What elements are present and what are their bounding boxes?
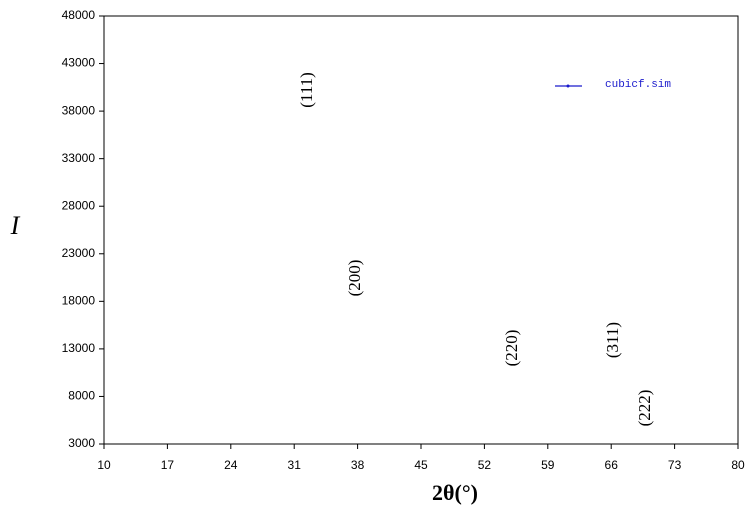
peak-annotation: (200) <box>345 260 364 297</box>
x-tick-label: 17 <box>161 458 175 472</box>
y-tick-label: 18000 <box>62 294 96 308</box>
legend-label: cubicf.sim <box>605 79 671 91</box>
y-tick-label: 8000 <box>68 389 95 403</box>
x-tick-label: 24 <box>224 458 238 472</box>
y-tick-label: 23000 <box>62 246 96 260</box>
peak-annotation: (311) <box>603 322 622 358</box>
x-tick-label: 59 <box>541 458 555 472</box>
peak-annotation: (111) <box>297 72 316 108</box>
y-tick-label: 38000 <box>62 103 96 117</box>
y-tick-label: 43000 <box>62 56 96 70</box>
y-tick-label: 13000 <box>62 341 96 355</box>
x-tick-label: 73 <box>668 458 682 472</box>
x-tick-label: 31 <box>288 458 302 472</box>
y-axis-label: I <box>10 211 21 240</box>
peak-annotation: (222) <box>635 390 654 427</box>
legend-marker <box>566 84 570 88</box>
x-tick-label: 52 <box>478 458 492 472</box>
peak-annotation: (220) <box>502 330 521 367</box>
x-tick-label: 80 <box>731 458 745 472</box>
x-tick-label: 38 <box>351 458 365 472</box>
y-tick-label: 48000 <box>62 8 96 22</box>
x-tick-label: 10 <box>97 458 111 472</box>
x-tick-label: 66 <box>605 458 619 472</box>
y-tick-label: 33000 <box>62 151 96 165</box>
y-tick-label: 28000 <box>62 198 96 212</box>
x-axis-label: 2θ(°) <box>432 480 478 505</box>
y-tick-label: 3000 <box>68 436 95 450</box>
x-tick-label: 45 <box>414 458 428 472</box>
